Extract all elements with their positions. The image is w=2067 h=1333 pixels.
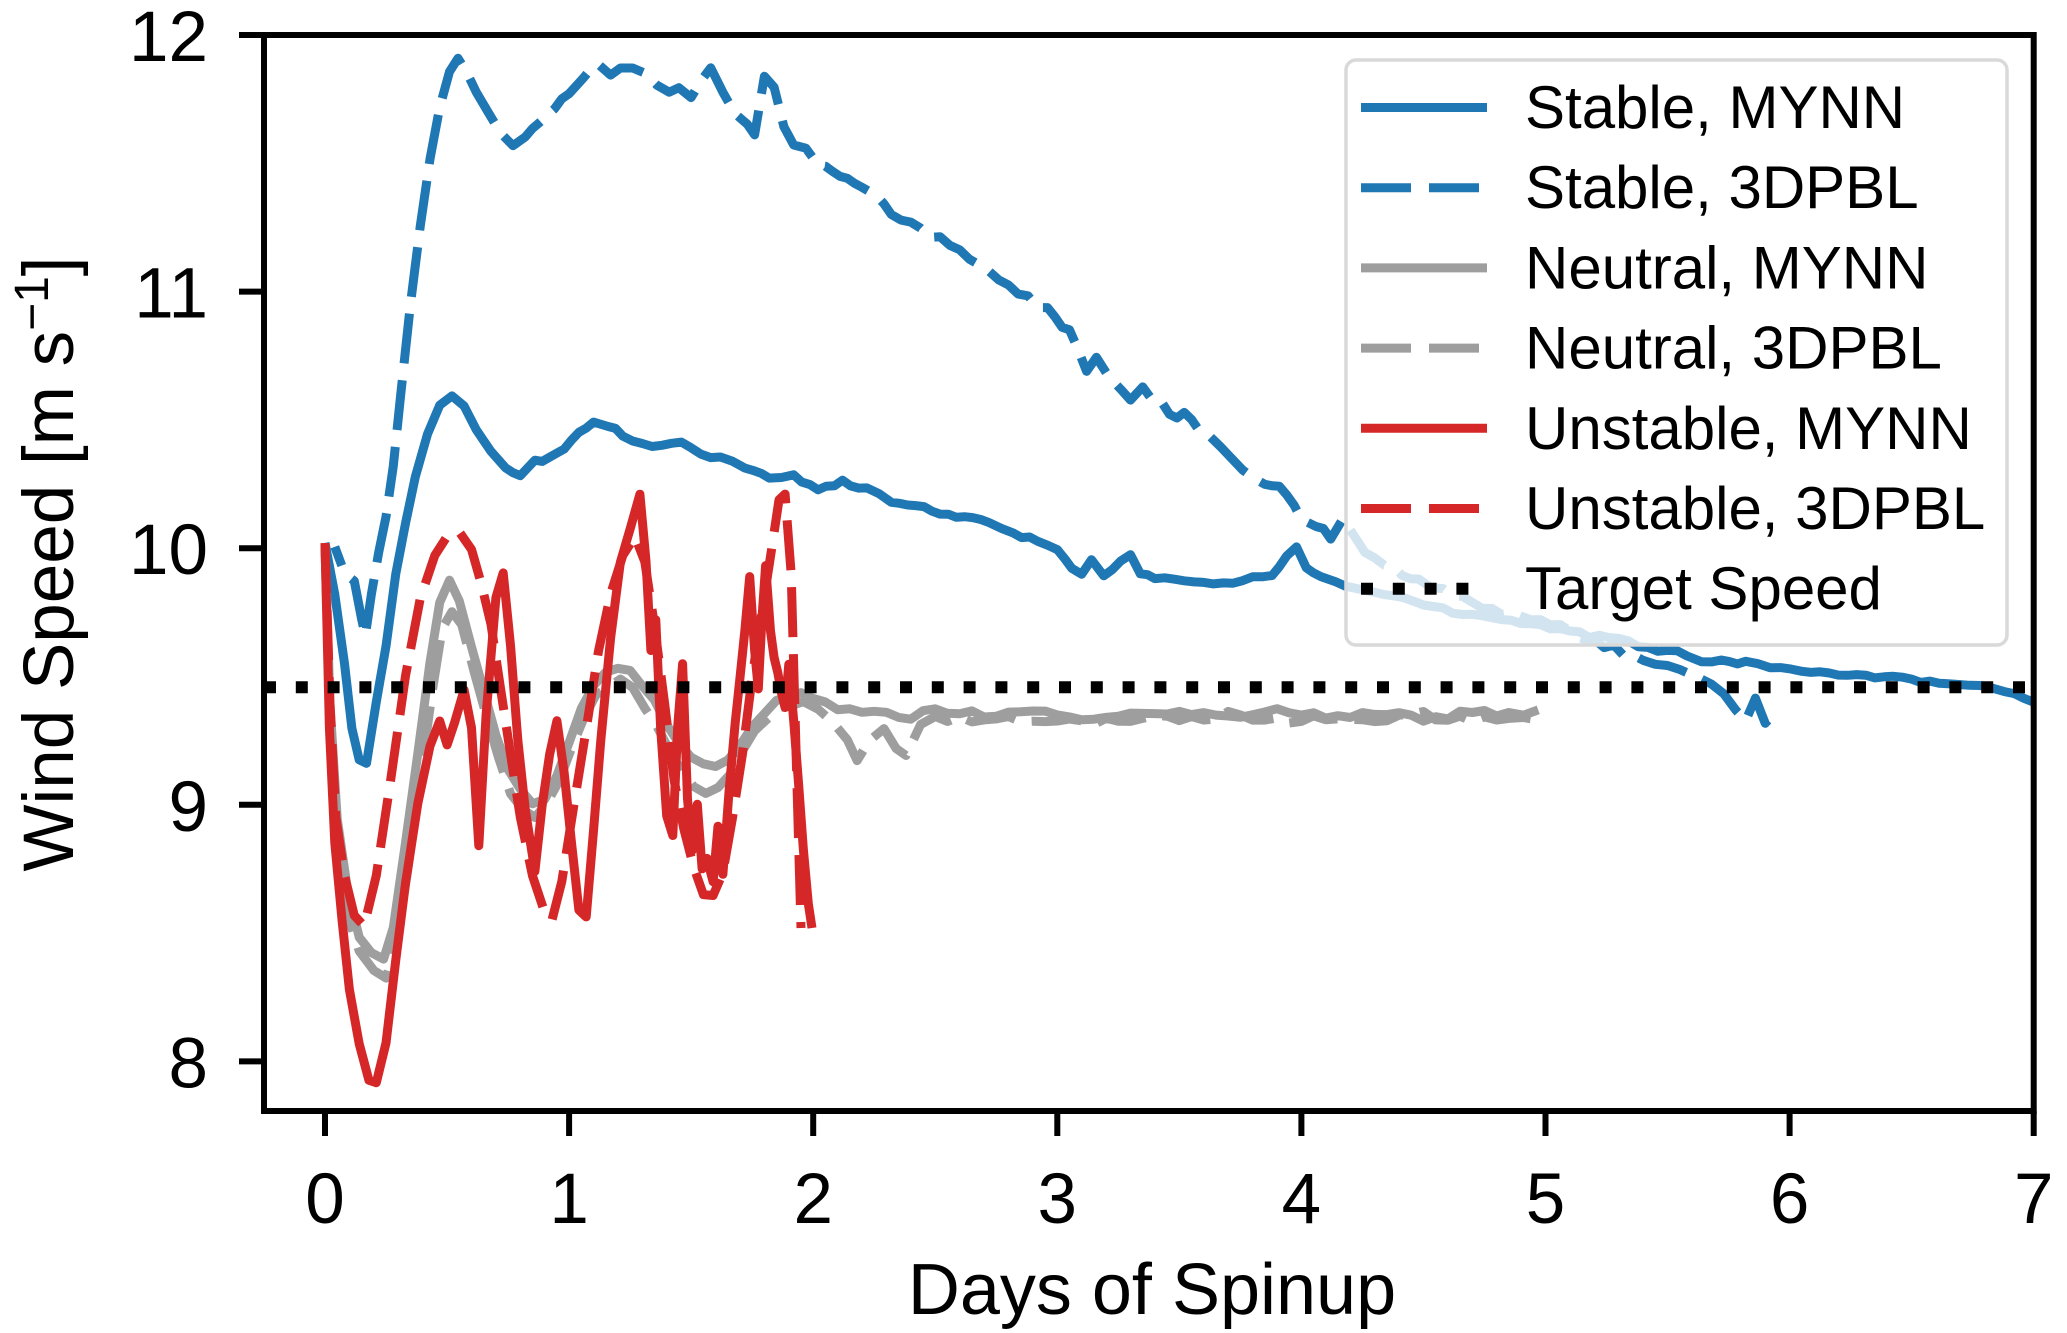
svg-text:Days of Spinup: Days of Spinup xyxy=(908,1250,1396,1330)
svg-text:7: 7 xyxy=(2014,1160,2054,1239)
svg-text:Target Speed: Target Speed xyxy=(1525,555,1882,622)
svg-text:5: 5 xyxy=(1526,1160,1566,1239)
svg-text:1: 1 xyxy=(549,1160,589,1239)
svg-text:Stable, 3DPBL: Stable, 3DPBL xyxy=(1525,154,1919,221)
svg-text:2: 2 xyxy=(793,1160,833,1239)
svg-text:8: 8 xyxy=(169,1024,209,1103)
svg-text:Neutral, 3DPBL: Neutral, 3DPBL xyxy=(1525,315,1942,382)
svg-text:Stable, MYNN: Stable, MYNN xyxy=(1525,74,1905,141)
svg-text:10: 10 xyxy=(129,511,208,590)
svg-text:6: 6 xyxy=(1770,1160,1810,1239)
svg-text:9: 9 xyxy=(169,768,209,847)
svg-text:12: 12 xyxy=(129,0,208,77)
svg-text:Neutral, MYNN: Neutral, MYNN xyxy=(1525,234,1928,301)
svg-text:4: 4 xyxy=(1282,1160,1322,1239)
svg-text:Unstable, MYNN: Unstable, MYNN xyxy=(1525,395,1972,462)
svg-text:11: 11 xyxy=(134,255,208,334)
svg-text:Wind Speed [m s−1]: Wind Speed [m s−1] xyxy=(6,256,89,871)
svg-text:0: 0 xyxy=(305,1160,345,1239)
svg-text:Unstable, 3DPBL: Unstable, 3DPBL xyxy=(1525,475,1985,542)
svg-text:3: 3 xyxy=(1038,1160,1078,1239)
